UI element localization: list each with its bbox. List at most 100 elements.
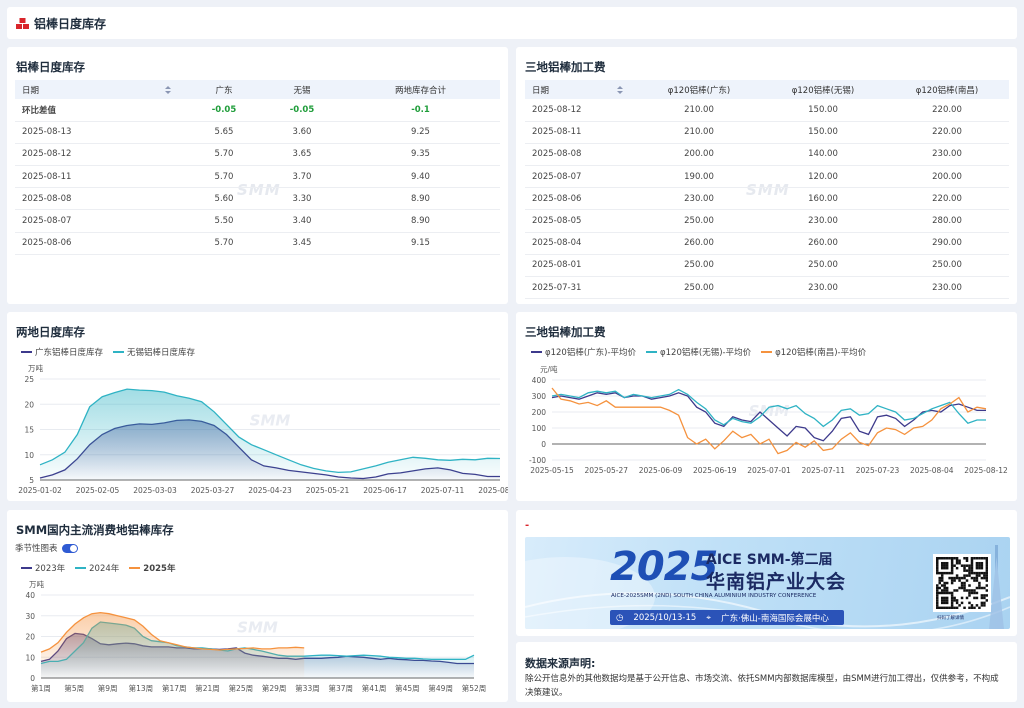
inventory-table-card: 铝棒日度库存 SMM 日期 广东 无锡 两地库存合计 环比差值 -0.05 -0.0… [7, 47, 508, 304]
qr-module [980, 596, 984, 600]
qr-module [936, 561, 939, 565]
qr-module [975, 557, 979, 560]
qr-module [973, 589, 976, 592]
table-cell: 5.70 [185, 165, 263, 189]
y-tick-label: 20 [24, 400, 34, 409]
qr-module [940, 571, 944, 575]
sort-icon[interactable] [617, 85, 624, 95]
fee-table-title: 三地铝棒加工费 [525, 60, 606, 74]
qr-module [936, 604, 939, 607]
chart-title: 三地铝棒加工费 [525, 325, 606, 339]
x-tick-label: 2025-05-21 [306, 486, 350, 495]
tower-icon [989, 545, 1004, 629]
qr-module [945, 557, 949, 560]
x-tick-label: 第37周 [328, 683, 353, 693]
qr-module [950, 571, 954, 575]
legend-item[interactable]: φ120铝棒(无锡)-平均价 [646, 346, 751, 358]
qr-module [953, 576, 956, 580]
legend-item[interactable]: 广东铝棒日度库存 [21, 346, 103, 358]
qr-module [943, 601, 946, 605]
qr-module [943, 561, 946, 565]
x-tick-label: 第25周 [229, 683, 254, 693]
x-tick-label: 第1周 [31, 683, 51, 693]
qr-module [953, 606, 956, 610]
qr-module [975, 586, 979, 590]
qr-module [938, 571, 941, 575]
aluminum-logo-icon [16, 17, 29, 29]
qr-module [970, 589, 974, 592]
qr-module [940, 564, 944, 567]
legend-item[interactable]: 2024年 [75, 562, 119, 574]
qr-module [940, 606, 944, 610]
qr-module [985, 589, 989, 592]
seasonal-toggle[interactable] [61, 544, 78, 553]
table-row: 2025-08-11 210.00 150.00 220.00 [525, 121, 1009, 144]
qr-module [955, 559, 959, 562]
x-tick-label: 第49周 [428, 683, 453, 693]
qr-module [938, 586, 941, 590]
legend-item[interactable]: 2023年 [21, 562, 65, 574]
qr-module [983, 594, 986, 597]
column-header-date[interactable]: 日期 [525, 80, 637, 99]
qr-module [973, 576, 976, 580]
qr-module [950, 601, 954, 605]
qr-module [948, 557, 951, 560]
x-tick-label: 2025-02-05 [76, 486, 120, 495]
table-cell: 250.00 [637, 276, 761, 300]
qr-module [938, 591, 941, 595]
table-cell: 150.00 [761, 99, 885, 122]
seasonal-toggle-row: 季节性图表 [15, 542, 78, 554]
qr-module [968, 606, 971, 610]
qr-module [953, 557, 956, 560]
table-cell: 2025-08-13 [15, 121, 185, 144]
column-header: 无锡 [263, 80, 341, 99]
x-tick-label: 第17周 [162, 683, 187, 693]
legend-item[interactable]: 2025年 [129, 562, 175, 574]
table-cell: 9.15 [341, 232, 500, 255]
legend-item[interactable]: 无锡铝棒日度库存 [113, 346, 195, 358]
qr-module [985, 571, 989, 575]
column-header: 广东 [185, 80, 263, 99]
axis-unit: 万吨 [28, 363, 43, 373]
legend-item[interactable]: φ120铝棒(南昌)-平均价 [761, 346, 866, 358]
qr-module [965, 574, 969, 577]
banner-date: 2025/10/13-15 [633, 612, 697, 623]
x-tick-label: 2025-08-13 [478, 486, 508, 495]
qr-module [968, 584, 971, 587]
qr-module [965, 589, 969, 592]
qr-module [963, 576, 966, 580]
qr-module [985, 559, 989, 562]
qr-module [960, 586, 964, 590]
location-icon: ⌖ [706, 612, 712, 623]
column-header: φ120铝棒(南昌) [885, 80, 1009, 99]
qr-module [955, 589, 959, 592]
qr-module [953, 596, 956, 600]
qr-module [945, 586, 949, 590]
qr-module [945, 589, 949, 592]
seasonal-chart-card: SMM国内主流消费地铝棒库存 季节性图表 2023年 2024年 2025年 万… [7, 510, 508, 702]
qr-module [936, 586, 939, 590]
qr-module [973, 579, 976, 582]
qr-module [975, 561, 979, 565]
qr-module [963, 557, 966, 560]
qr-module [973, 557, 976, 560]
table-cell: 2025-08-12 [15, 143, 185, 167]
qr-module [958, 559, 961, 562]
table-cell: 3.60 [263, 121, 341, 144]
sort-icon[interactable] [165, 85, 172, 95]
x-tick-label: 2025-06-09 [639, 466, 683, 475]
qr-module [975, 596, 979, 600]
legend-item[interactable]: φ120铝棒(广东)-平均价 [531, 346, 636, 358]
chart-title: 两地日度库存 [16, 325, 85, 339]
qr-module [955, 599, 959, 602]
qr-module [950, 557, 954, 560]
x-tick-label: 2025-07-11 [801, 466, 845, 475]
qr-module [960, 581, 964, 585]
qr-code-icon [936, 557, 989, 610]
qr-module [950, 596, 954, 600]
conference-banner[interactable]: 2025 AICE SMM-第二届 华南铝产业大会 AICE-2025SMM (… [525, 537, 1010, 629]
y-tick-label: 400 [532, 376, 547, 385]
column-header-date[interactable]: 日期 [15, 80, 185, 99]
x-tick-label: 2025-06-17 [363, 486, 407, 495]
qr-module [973, 591, 976, 595]
